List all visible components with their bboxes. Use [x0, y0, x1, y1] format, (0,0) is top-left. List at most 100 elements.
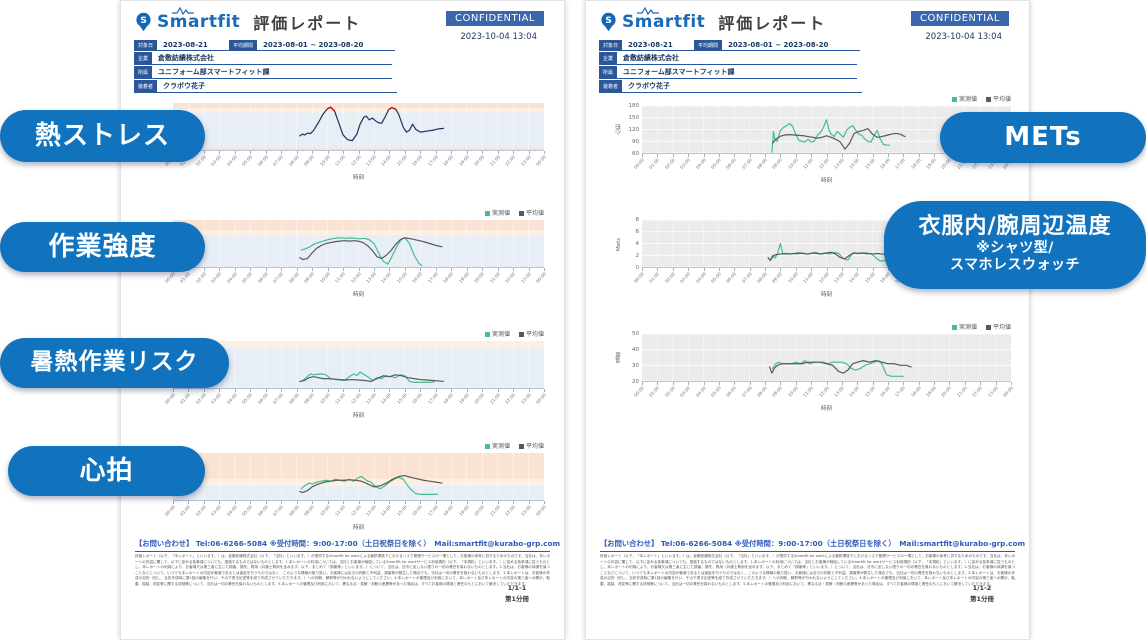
badge-heat-risk: 暑熱作業リスク [0, 338, 229, 388]
field-label-chip: 装着者 [599, 80, 623, 93]
badge-sublabel: スマホレスウォッチ [949, 257, 1081, 274]
badge-mets: METs [940, 112, 1146, 163]
chart-legend: 実測値 平均値 [173, 441, 544, 453]
x-axis-title: 時刻 [820, 178, 832, 184]
page-number: 1/1-2 第1分冊 [970, 583, 994, 604]
legend-item: 平均値 [518, 210, 544, 217]
badge-heat-stress: 熱ストレス [0, 110, 205, 162]
legend-item: 平均値 [518, 331, 544, 338]
plot-area [642, 334, 1011, 382]
legend-item: 平均値 [518, 443, 544, 450]
field-value: クラボウ花子 [622, 80, 863, 93]
smartfit-logo-icon: S [135, 12, 152, 32]
print-datetime: 2023-10-04 13:04 [925, 32, 1002, 42]
smartfit-logo-text: Smartfit [622, 7, 705, 32]
chart-heart-rate-risk: 実測値 平均値危険注意ほぼ安全00:0001:0002:0003:0004:000… [146, 441, 548, 549]
field-value: 2023-08-21 [157, 40, 230, 51]
info-row: 対象日 2023-08-21 平均期間 2023-08-01 ~ 2023-08… [599, 40, 911, 51]
field-label-chip: 装着者 [134, 80, 158, 93]
badge-work-intensity: 作業強度 [0, 222, 205, 272]
chart-legend: 実測値 平均値 [614, 322, 1011, 334]
info-row: 企業 倉敷紡績株式会社 [134, 52, 446, 65]
badge-clothing-temp: 衣服内/腕周辺温度 ※シャツ型/ スマホレスウォッチ [884, 201, 1146, 289]
y-axis-ticks: 60 90 120 150 180 [628, 103, 640, 157]
print-datetime: 2023-10-04 13:04 [460, 32, 537, 42]
legend-swatch-icon [518, 211, 524, 216]
disclaimer-text: 評価レポート（以下、「本レポート」といいます。）は、倉敷紡績株式会社（以下、「当… [600, 554, 1015, 586]
page-number-value: 1/1-2 [972, 584, 992, 593]
field-label-chip: 企業 [134, 52, 153, 65]
volume-label: 第1分冊 [504, 594, 529, 603]
heartbeat-icon [172, 7, 194, 15]
badge-label: 暑熱作業リスク [30, 349, 199, 376]
disclaimer-text: 評価レポート（以下、「本レポート」といいます。）は、倉敷紡績株式会社（以下、「当… [135, 554, 550, 586]
field-value: ユニフォーム部スマートフィット課 [617, 66, 858, 79]
plot-area: 危険注意ほぼ安全 [146, 453, 544, 501]
report-info-table: 対象日 2023-08-21 平均期間 2023-08-01 ~ 2023-08… [134, 40, 446, 94]
report-page-1: S Smartfit 評価レポート CONFIDENTIAL 2023-10-0… [120, 0, 565, 640]
chart-heat-stress: 00:0001:0002:0003:0004:0005:0006:0007:00… [165, 91, 548, 199]
chart-heat-risk: 実測値 平均値 00:00 01:00 02:00 03:00 04:00 05:00 06:0… [165, 329, 548, 437]
volume-label: 第1分冊 [969, 594, 994, 603]
legend-item: 実測値 [484, 210, 510, 217]
x-axis-title: 時刻 [820, 406, 832, 412]
plot-area [173, 103, 544, 151]
x-axis-title: 時刻 [352, 292, 364, 298]
x-axis-ticks: 00:0001:0002:0003:0004:0005:0006:0007:00… [165, 151, 548, 173]
y-axis-label: Mets [616, 237, 622, 251]
report-title: 評価レポート [718, 14, 827, 33]
smartfit-logo-text: Smartfit [157, 7, 241, 32]
chart-legend: 実測値 平均値 [173, 208, 544, 220]
info-row: 所属 ユニフォーム部スマートフィット課 [134, 66, 446, 79]
logo-label: Smartfit [157, 12, 241, 32]
page-number: 1/1-1 第1分冊 [505, 583, 529, 604]
info-row: 装着者 クラボウ花子 [134, 80, 446, 93]
y-axis-label: 温度 [616, 352, 622, 364]
field-value: 2023-08-01 ~ 2023-08-20 [257, 40, 396, 51]
legend-item: 実測値 [484, 331, 510, 338]
field-label-chip: 所属 [599, 66, 618, 79]
legend-item: 平均値 [985, 96, 1011, 103]
smartfit-logo-icon: S [600, 12, 617, 32]
badge-label: 衣服内/腕周辺温度 [918, 214, 1112, 240]
heartbeat-icon [637, 7, 659, 15]
info-row: 所属 ユニフォーム部スマートフィット課 [599, 66, 911, 79]
field-value: クラボウ花子 [157, 80, 398, 93]
field-value: 2023-08-21 [622, 40, 695, 51]
legend-swatch-icon [951, 325, 957, 330]
plot-area [173, 341, 544, 389]
chart-legend: 実測値 平均値 [173, 329, 544, 341]
legend-swatch-icon [951, 97, 957, 102]
page-number-value: 1/1-1 [507, 584, 527, 593]
page-header: S Smartfit 評価レポート [135, 7, 361, 34]
chart-work-intensity: 実測値 平均値 00:00 01:00 02:00 03:00 04:00 05:00 06:0… [165, 208, 548, 316]
y-axis-label: 心拍 [616, 124, 622, 136]
legend-item: 実測値 [951, 96, 977, 103]
field-value: 倉敷紡績株式会社 [152, 52, 393, 65]
legend-swatch-icon [985, 325, 991, 330]
info-row: 企業 倉敷紡績株式会社 [599, 52, 911, 65]
badge-label: 心拍 [79, 455, 134, 486]
chart-temperature: 実測値 平均値 温度 20 30 40 50 00:00 01:00 02:00 03:00 04:0… [614, 322, 1015, 430]
legend-swatch-icon [985, 97, 991, 102]
badge-heart-rate: 心拍 [8, 446, 205, 496]
x-axis-title: 時刻 [820, 292, 832, 298]
x-axis-title: 時刻 [352, 175, 364, 181]
legend-swatch-icon [518, 444, 524, 449]
legend-item: 実測値 [484, 443, 510, 450]
y-axis-ticks: 20 30 40 50 [632, 331, 639, 385]
field-label-chip: 平均期間 [229, 40, 258, 51]
legend-swatch-icon [484, 211, 490, 216]
contact-line: 【お問い合わせ】 Tel:06-6266-5084 ※受付時間：9:00-17:… [135, 539, 560, 552]
field-value: 倉敷紡績株式会社 [617, 52, 858, 65]
field-label-chip: 対象日 [134, 40, 158, 51]
field-label-chip: 対象日 [599, 40, 623, 51]
badge-label: 作業強度 [48, 231, 157, 262]
badge-sublabel: ※シャツ型/ [976, 239, 1054, 256]
badge-label: METs [1004, 122, 1082, 153]
